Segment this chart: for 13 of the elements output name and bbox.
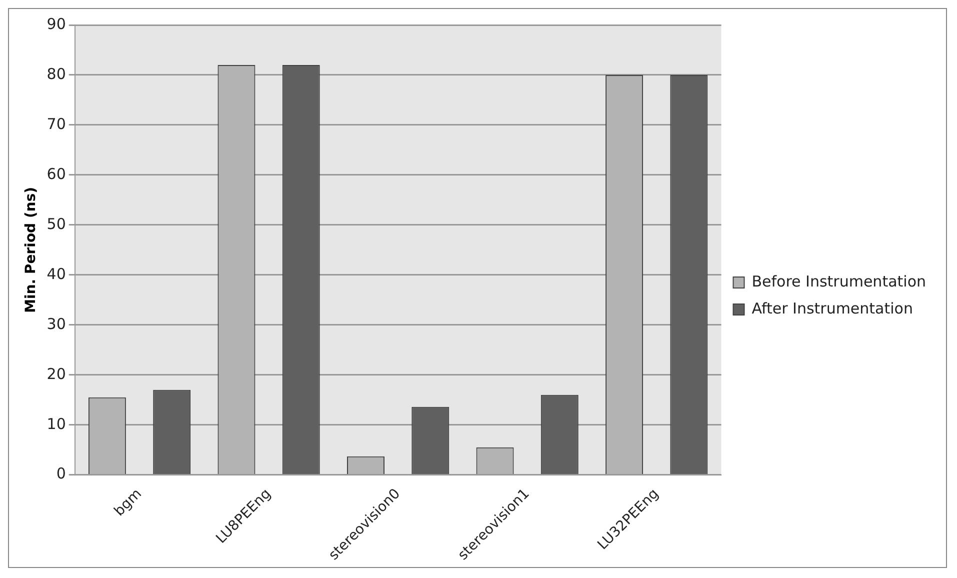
legend-label: After Instrumentation <box>752 299 913 318</box>
y-axis-title: Min. Period (ns) <box>23 186 40 313</box>
y-tick-label: 80 <box>46 64 66 83</box>
y-tick-label: 20 <box>46 364 66 383</box>
y-tick-label: 60 <box>46 164 66 183</box>
y-tick-label: 70 <box>46 114 66 133</box>
y-tick-label: 40 <box>46 264 66 283</box>
y-tick-label: 90 <box>46 14 66 33</box>
y-tick-label: 0 <box>56 464 66 483</box>
y-tick-label: 30 <box>46 314 66 333</box>
y-tick-label: 10 <box>46 414 66 433</box>
y-tick-label: 50 <box>46 214 66 233</box>
legend-label: Before Instrumentation <box>752 272 926 290</box>
